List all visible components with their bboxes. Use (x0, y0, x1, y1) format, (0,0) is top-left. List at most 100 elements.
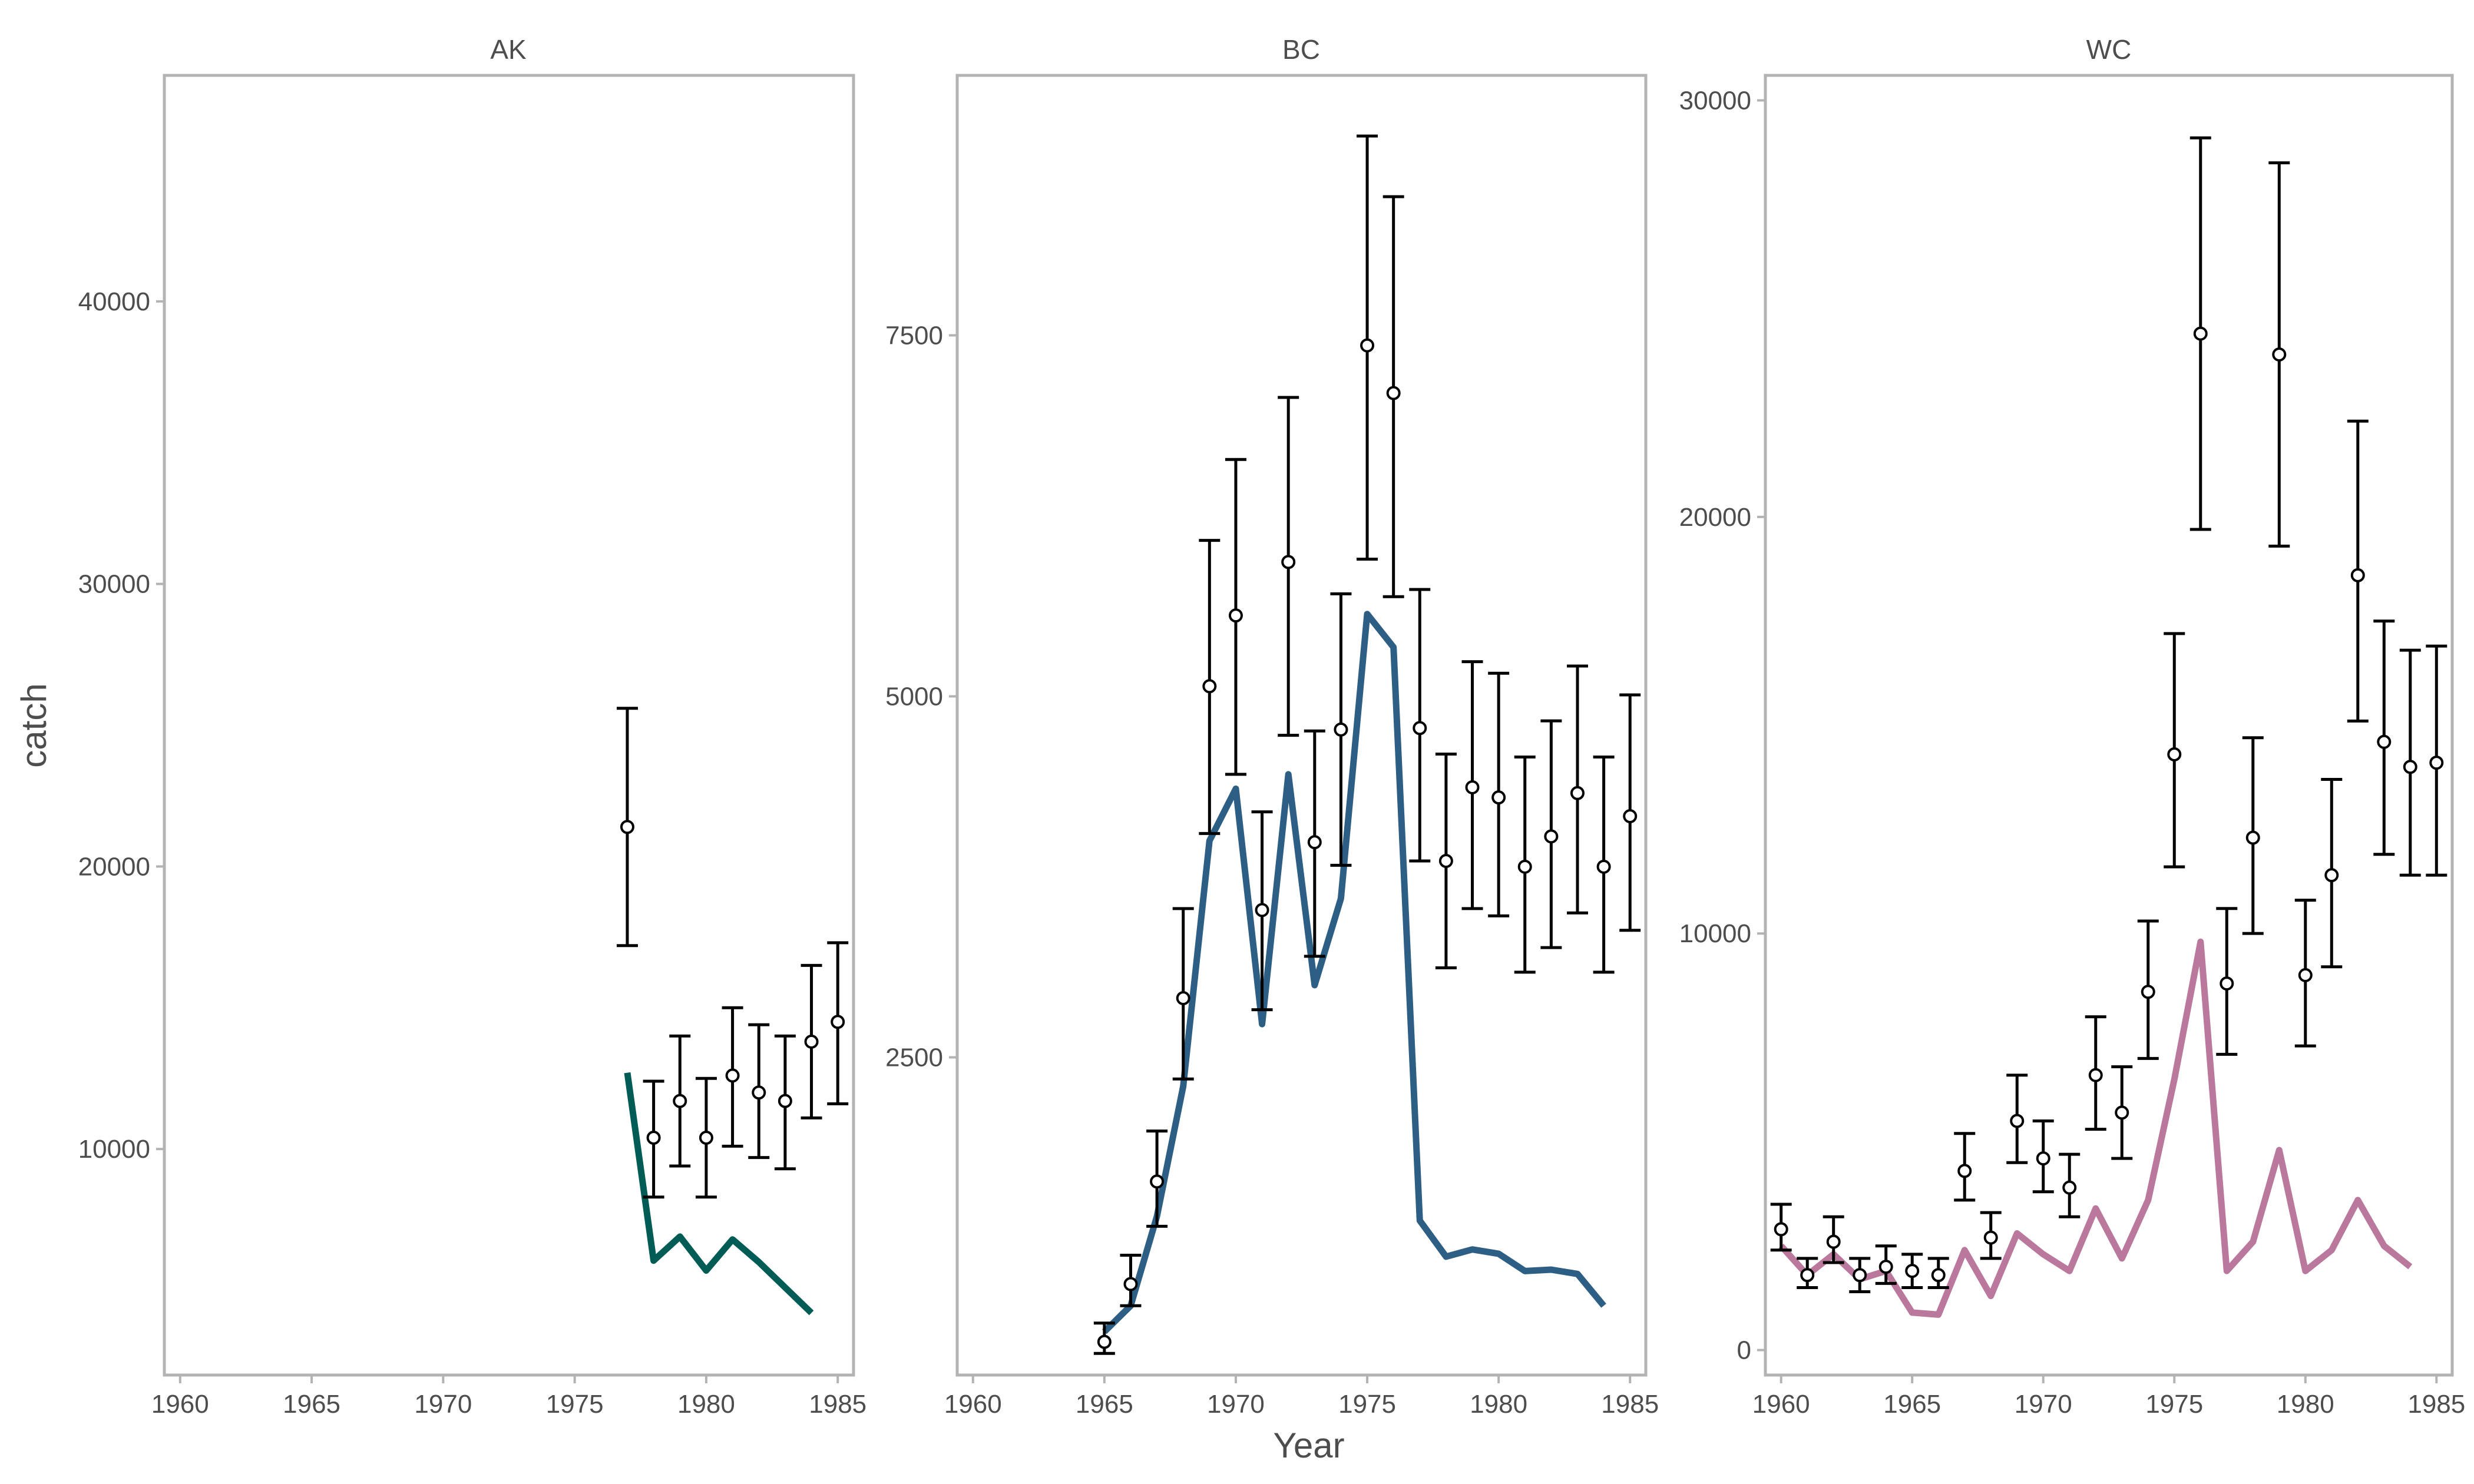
x-tick-label-ak: 1985 (809, 1390, 866, 1419)
panel-frame-bc (955, 74, 1648, 1377)
data-point-ak (725, 1068, 740, 1083)
y-tick-label-wc: 0 (1737, 1336, 1751, 1365)
y-tick-label-ak: 10000 (78, 1135, 150, 1164)
data-point-wc (2298, 968, 2313, 982)
x-tick-label-bc: 1985 (1601, 1390, 1659, 1419)
data-point-wc (2403, 760, 2417, 774)
x-tick-label-bc: 1960 (944, 1390, 1002, 1419)
data-point-bc (1202, 679, 1217, 694)
data-point-wc (2377, 734, 2392, 749)
axis-ticks-bc: 1960 1965 1970 1975 1980 1985 2500 5000 7500 (885, 321, 1659, 1419)
data-point-bc (1334, 722, 1348, 737)
y-tick-label-wc: 30000 (1679, 86, 1751, 115)
data-point-wc (2167, 747, 2182, 762)
data-point-bc (1438, 854, 1453, 869)
y-tick-label-bc: 7500 (885, 321, 943, 350)
panel-frame-ak (163, 74, 855, 1377)
data-point-wc (1800, 1268, 1815, 1283)
data-point-wc (2245, 830, 2260, 845)
y-tick-label-wc: 20000 (1679, 503, 1751, 532)
y-tick-label-wc: 10000 (1679, 919, 1751, 948)
panel-title-ak: AK (490, 34, 527, 65)
data-point-bc (1360, 338, 1375, 353)
x-tick-label-bc: 1965 (1076, 1390, 1133, 1419)
series-line-bc (1102, 611, 1606, 1334)
data-point-wc (2115, 1105, 2129, 1120)
x-tick-label-wc: 1975 (2145, 1390, 2203, 1419)
data-point-wc (1931, 1268, 1946, 1283)
data-point-wc (2324, 868, 2339, 883)
panel-bc: BC 1960 1965 1970 1975 1980 1985 2500 5000 7500 (885, 34, 1659, 1419)
data-point-wc (2036, 1151, 2050, 1166)
x-tick-label-ak: 1960 (151, 1390, 209, 1419)
data-point-bc (1623, 809, 1638, 823)
data-point-ak (804, 1034, 819, 1049)
data-point-bc (1281, 555, 1296, 569)
panel-frame-wc (1764, 74, 2454, 1377)
data-point-bc (1307, 835, 1322, 850)
axis-ticks-wc: 1960 1965 1970 1975 1980 1985 0 10000 20000 30000 (1679, 86, 2466, 1419)
data-point-bc (1491, 790, 1506, 805)
data-point-bc (1097, 1334, 1112, 1349)
y-tick-label-ak: 20000 (78, 852, 150, 881)
data-point-wc (1957, 1164, 1972, 1178)
data-point-ak (620, 820, 634, 834)
data-point-bc (1150, 1174, 1165, 1189)
y-tick-label-ak: 30000 (78, 570, 150, 599)
x-tick-label-ak: 1970 (414, 1390, 472, 1419)
data-point-ak (831, 1015, 845, 1029)
data-point-wc (2272, 347, 2287, 362)
data-point-bc (1517, 859, 1532, 874)
data-point-wc (2220, 976, 2234, 991)
data-point-wc (2141, 985, 2155, 999)
axis-ticks-ak: 1960 1965 1970 1975 1980 1985 10000 20000 30000 4… (78, 287, 867, 1419)
panel-title-wc: WC (2086, 34, 2132, 65)
data-point-wc (2429, 756, 2444, 770)
data-point-wc (2350, 568, 2365, 582)
data-point-ak (646, 1130, 661, 1145)
data-point-wc (1983, 1230, 1998, 1245)
data-point-bc (1255, 903, 1269, 917)
data-point-wc (1774, 1222, 1788, 1237)
data-point-ak (752, 1085, 766, 1100)
x-tick-label-ak: 1975 (546, 1390, 604, 1419)
x-tick-label-wc: 1970 (2015, 1390, 2072, 1419)
x-tick-label-wc: 1960 (1752, 1390, 1810, 1419)
data-point-ak (699, 1130, 713, 1145)
data-point-bc (1596, 859, 1611, 874)
panel-ak: AK 1960 1965 1970 1975 1980 1985 10000 20000 300… (78, 34, 867, 1419)
x-tick-label-wc: 1985 (2407, 1390, 2465, 1419)
chart-marks-bc (1093, 134, 1641, 1355)
data-point-wc (1853, 1268, 1867, 1283)
data-point-bc (1465, 780, 1480, 794)
x-axis-title: Year (1273, 1426, 1344, 1465)
y-tick-label-bc: 5000 (885, 682, 943, 711)
x-tick-label-bc: 1975 (1338, 1390, 1396, 1419)
y-axis-title: catch (14, 683, 54, 767)
data-point-bc (1570, 786, 1585, 800)
x-tick-label-wc: 1980 (2277, 1390, 2334, 1419)
data-point-bc (1228, 608, 1243, 623)
x-tick-label-bc: 1970 (1207, 1390, 1265, 1419)
data-point-wc (1905, 1264, 1920, 1278)
data-point-wc (2193, 326, 2208, 341)
y-tick-label-ak: 40000 (78, 287, 150, 316)
x-tick-label-ak: 1965 (283, 1390, 340, 1419)
data-point-wc (1826, 1234, 1841, 1249)
panel-title-bc: BC (1282, 34, 1320, 65)
series-line-ak (624, 1072, 814, 1316)
data-point-bc (1413, 721, 1427, 736)
data-point-bc (1544, 829, 1559, 844)
data-point-bc (1176, 991, 1190, 1005)
y-tick-label-bc: 2500 (885, 1044, 943, 1072)
x-tick-label-ak: 1980 (677, 1390, 735, 1419)
x-tick-label-wc: 1965 (1883, 1390, 1941, 1419)
data-point-wc (1878, 1260, 1893, 1274)
data-point-ak (673, 1094, 687, 1108)
data-point-bc (1386, 386, 1401, 400)
chart-marks-ak (616, 707, 849, 1316)
x-tick-label-bc: 1980 (1470, 1390, 1527, 1419)
data-point-wc (2088, 1068, 2103, 1082)
data-point-wc (2062, 1180, 2077, 1195)
